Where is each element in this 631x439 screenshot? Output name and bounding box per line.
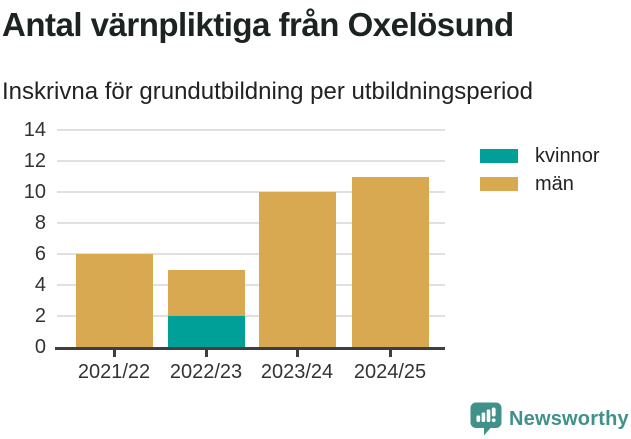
bar-segment-män — [167, 269, 245, 316]
y-axis-label-14: 14 — [23, 119, 46, 141]
y-axis-label-8: 8 — [34, 212, 46, 234]
gridline-6 — [57, 253, 445, 255]
y-axis-label-2: 2 — [34, 305, 46, 327]
chart-title: Antal värnpliktiga från Oxelösund — [2, 6, 514, 43]
x-tick-2022/23 — [204, 350, 208, 357]
y-axis-label-4: 4 — [34, 274, 46, 296]
bar-segment-män — [258, 192, 336, 347]
gridline-10 — [57, 191, 445, 193]
bar-2021/22 — [75, 254, 153, 347]
gridline-2 — [57, 315, 445, 317]
bar-segment-män — [351, 176, 429, 347]
x-axis: 2021/22 2022/23 2023/24 2024/25 — [57, 347, 445, 397]
legend-swatch-män — [480, 177, 518, 191]
plot-area — [57, 129, 445, 347]
bar-2022/23 — [167, 269, 245, 347]
legend-swatch-kvinnor — [480, 149, 518, 163]
x-axis-label-2021/22: 2021/22 — [77, 361, 151, 383]
legend: kvinnor män — [480, 145, 599, 205]
gridline-14 — [57, 129, 445, 131]
x-tick-2021/22 — [112, 350, 116, 357]
y-axis-label-6: 6 — [34, 243, 46, 265]
brand-footer: Newsworthy — [470, 402, 629, 436]
gridline-8 — [57, 222, 445, 224]
bar-segment-kvinnor — [167, 316, 245, 347]
bar-2024/25 — [351, 176, 429, 347]
gridline-12 — [57, 160, 445, 162]
newsworthy-logo-icon — [470, 402, 502, 436]
legend-label-män: män — [535, 172, 574, 195]
x-axis-baseline — [55, 347, 445, 350]
x-axis-label-2024/25: 2024/25 — [353, 361, 427, 383]
legend-label-kvinnor: kvinnor — [535, 144, 600, 167]
gridline-4 — [57, 284, 445, 286]
x-tick-2024/25 — [388, 350, 392, 357]
brand-name: Newsworthy — [509, 407, 629, 430]
y-axis-label-12: 12 — [23, 150, 46, 172]
x-axis-label-2022/23: 2022/23 — [169, 361, 243, 383]
x-tick-2023/24 — [295, 350, 299, 357]
bar-segment-män — [75, 254, 153, 347]
x-axis-label-2023/24: 2023/24 — [260, 361, 334, 383]
legend-item-kvinnor: kvinnor — [480, 145, 599, 167]
chart-subtitle: Inskrivna för grundutbildning per utbild… — [2, 78, 533, 105]
y-axis: 0 2 4 6 8 10 12 14 — [0, 119, 46, 358]
y-axis-label-0: 0 — [34, 336, 46, 358]
legend-item-män: män — [480, 173, 599, 195]
bar-2023/24 — [258, 192, 336, 347]
y-axis-label-10: 10 — [23, 181, 46, 203]
